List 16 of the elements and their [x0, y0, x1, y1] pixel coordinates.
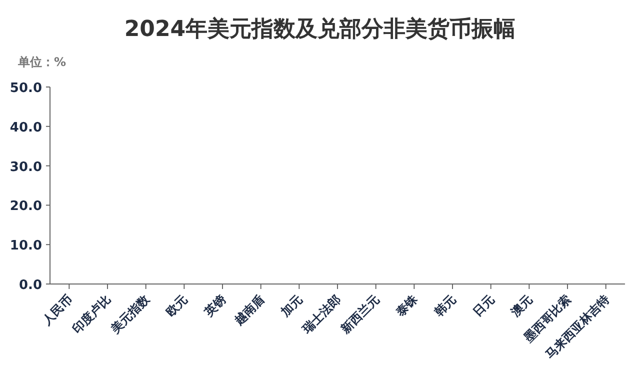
- x-tick-label: 欧元: [163, 292, 190, 320]
- y-axis-title: 单位：%: [17, 55, 66, 69]
- y-tick-label: 40.0: [10, 120, 42, 136]
- y-tick-label: 0.0: [18, 278, 42, 293]
- y-tick-label: 30.0: [10, 160, 42, 175]
- y-tick-label: 20.0: [10, 199, 42, 214]
- x-tick-label: 韩元: [431, 292, 459, 320]
- y-tick-label: 10.0: [10, 238, 42, 254]
- x-tick-label: 加元: [278, 292, 306, 320]
- x-tick-label: 越南盾: [230, 292, 267, 328]
- x-tick-label: 澳元: [508, 292, 536, 320]
- x-tick-label: 日元: [470, 292, 497, 320]
- y-tick-label: 50.0: [10, 81, 42, 96]
- chart-title: 2024年美元指数及兑部分非美货币振幅: [124, 16, 516, 42]
- x-tick-label: 英镑: [201, 292, 229, 320]
- x-tick-label: 泰铢: [392, 292, 421, 320]
